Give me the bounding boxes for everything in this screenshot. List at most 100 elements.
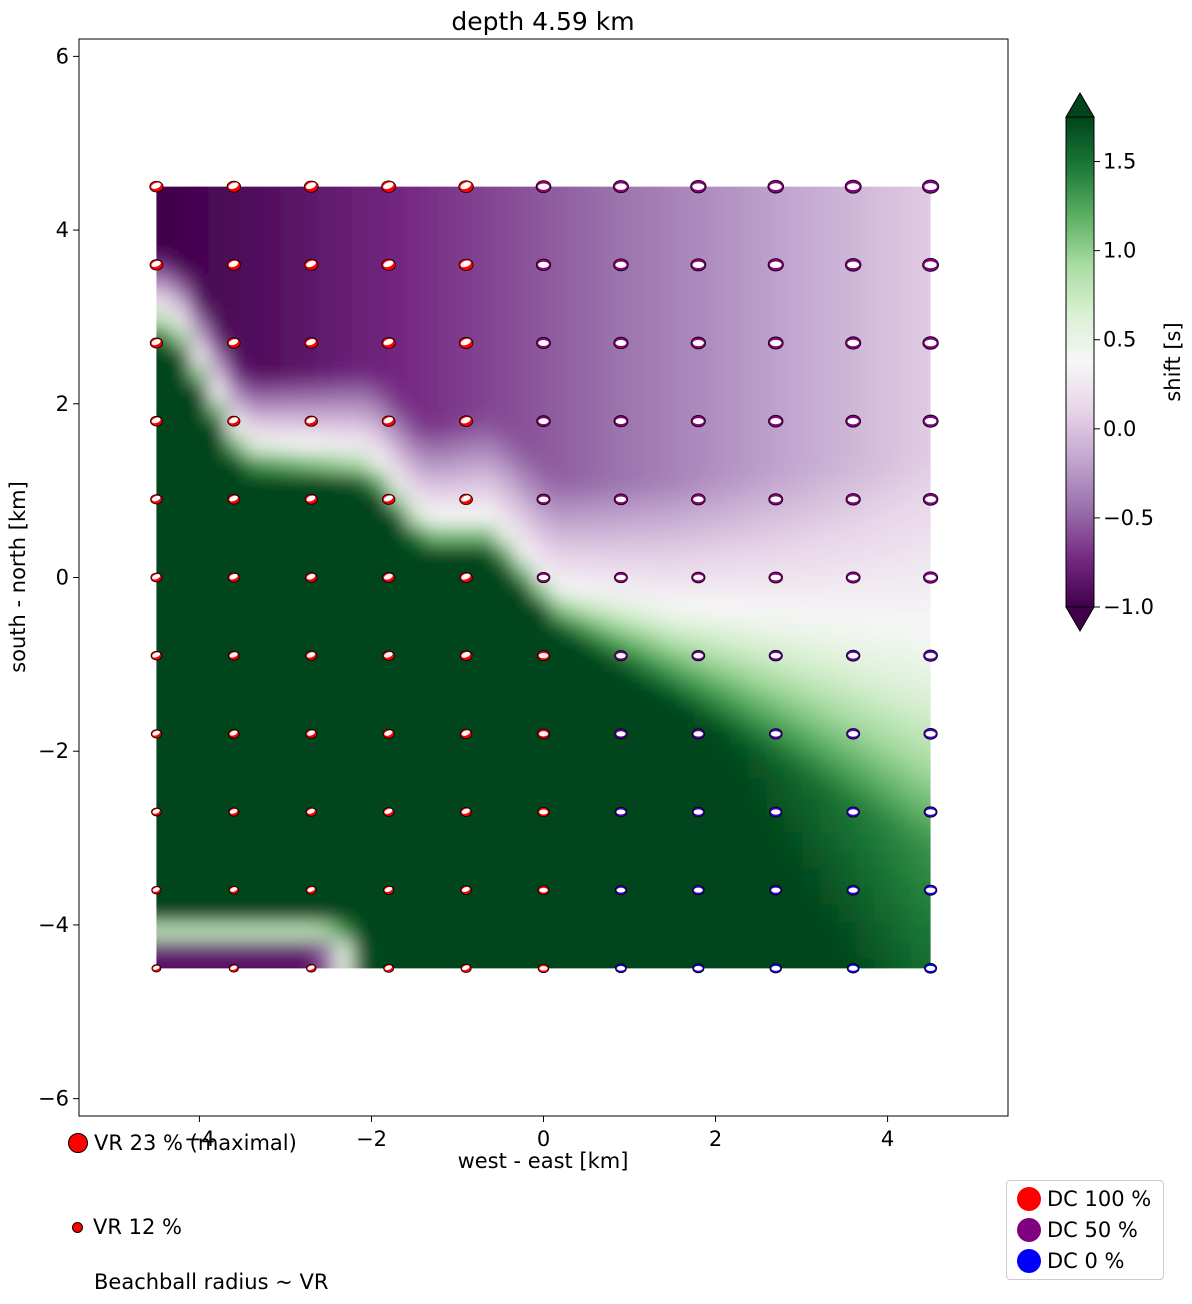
- heatmap-cell: [370, 598, 390, 618]
- heatmap-cell: [874, 940, 894, 960]
- heatmap-cell: [640, 382, 660, 402]
- heatmap-cell: [712, 186, 732, 204]
- heatmap-cell: [712, 886, 732, 906]
- heatmap-cell: [156, 364, 174, 384]
- heatmap-cell: [226, 220, 246, 240]
- heatmap-cell: [568, 940, 588, 960]
- heatmap-cell: [406, 742, 426, 762]
- heatmap-cell: [496, 186, 516, 204]
- heatmap-cell: [424, 778, 444, 798]
- heatmap-cell: [604, 760, 624, 780]
- heatmap-cell: [496, 977, 515, 996]
- heatmap-cell: [172, 400, 192, 420]
- heatmap-cell: [478, 328, 498, 348]
- beachball: [768, 414, 784, 428]
- heatmap-cell: [172, 364, 192, 384]
- heatmap-cell: [514, 220, 534, 240]
- heatmap-cell: [424, 382, 444, 402]
- heatmap-cell: [946, 761, 965, 780]
- heatmap-cell: [136, 617, 155, 636]
- heatmap-cell: [694, 382, 714, 402]
- heatmap-cell: [334, 436, 354, 456]
- heatmap-cell: [910, 292, 930, 312]
- heatmap-cell: [730, 742, 750, 762]
- heatmap-cell: [532, 832, 552, 852]
- heatmap-cell: [370, 616, 390, 636]
- heatmap-cell: [694, 634, 714, 654]
- heatmap-cell: [388, 616, 408, 636]
- heatmap-cell: [676, 796, 696, 816]
- heatmap-cell: [622, 796, 642, 816]
- heatmap-cell: [748, 778, 768, 798]
- heatmap-cell: [676, 346, 696, 366]
- heatmap-cell: [244, 346, 264, 366]
- heatmap-cell: [838, 688, 858, 708]
- heatmap-cell: [388, 742, 408, 762]
- heatmap-cell: [910, 454, 930, 474]
- heatmap-cell: [748, 832, 768, 852]
- heatmap-cell: [820, 796, 840, 816]
- heatmap-cell: [928, 922, 931, 942]
- heatmap-cell: [190, 868, 210, 888]
- heatmap-cell: [622, 186, 642, 204]
- heatmap-cell: [874, 832, 894, 852]
- heatmap-cell: [496, 436, 516, 456]
- heatmap-cell: [514, 958, 534, 969]
- heatmap-cell: [190, 904, 210, 924]
- heatmap-cell: [388, 724, 408, 744]
- heatmap-cell: [316, 382, 336, 402]
- heatmap-cell: [334, 688, 354, 708]
- heatmap-cell: [892, 382, 912, 402]
- heatmap-cell: [784, 688, 804, 708]
- heatmap-cell: [856, 958, 876, 969]
- beachball: [769, 884, 783, 896]
- heatmap-cell: [334, 382, 354, 402]
- heatmap-cell: [442, 328, 462, 348]
- heatmap-cell: [694, 670, 714, 690]
- heatmap-cell: [892, 186, 912, 204]
- heatmap-cell: [676, 706, 696, 726]
- heatmap-cell: [442, 868, 462, 888]
- heatmap-cell: [208, 472, 228, 492]
- heatmap-cell: [334, 598, 354, 618]
- heatmap-cell: [892, 778, 912, 798]
- heatmap-cell: [712, 688, 732, 708]
- beachball: [150, 494, 163, 505]
- heatmap-cell: [424, 868, 444, 888]
- heatmap-cell: [730, 724, 750, 744]
- heatmap-cell: [172, 958, 192, 969]
- heatmap-cell: [838, 220, 858, 240]
- heatmap-cell: [280, 796, 300, 816]
- heatmap-cell: [334, 814, 354, 834]
- heatmap-cell: [262, 814, 282, 834]
- heatmap-cell: [190, 364, 210, 384]
- heatmap-cell: [874, 508, 894, 528]
- heatmap-cell: [226, 760, 246, 780]
- heatmap-cell: [136, 707, 155, 726]
- heatmap-cell: [892, 922, 912, 942]
- heatmap-cell: [478, 202, 498, 222]
- heatmap-cell: [586, 562, 606, 582]
- heatmap-cell: [208, 544, 228, 564]
- heatmap-cell: [730, 490, 750, 510]
- heatmap-cell: [748, 202, 768, 222]
- beachball: [381, 180, 397, 193]
- heatmap-cell: [156, 472, 174, 492]
- heatmap-cell: [766, 382, 786, 402]
- heatmap-cell: [208, 778, 228, 798]
- heatmap-cell: [802, 508, 822, 528]
- heatmap-cell: [838, 850, 858, 870]
- heatmap-cell: [388, 850, 408, 870]
- heatmap-cell: [604, 742, 624, 762]
- heatmap-cell: [586, 904, 606, 924]
- beachball: [845, 414, 861, 428]
- heatmap-cell: [190, 778, 210, 798]
- heatmap-cell: [514, 742, 534, 762]
- heatmap-cell: [838, 310, 858, 330]
- heatmap-cell: [424, 526, 444, 546]
- heatmap-cell: [676, 742, 696, 762]
- heatmap-cell: [460, 292, 480, 312]
- heatmap-cell: [874, 778, 894, 798]
- heatmap-cell: [946, 455, 965, 474]
- heatmap-cell: [838, 454, 858, 474]
